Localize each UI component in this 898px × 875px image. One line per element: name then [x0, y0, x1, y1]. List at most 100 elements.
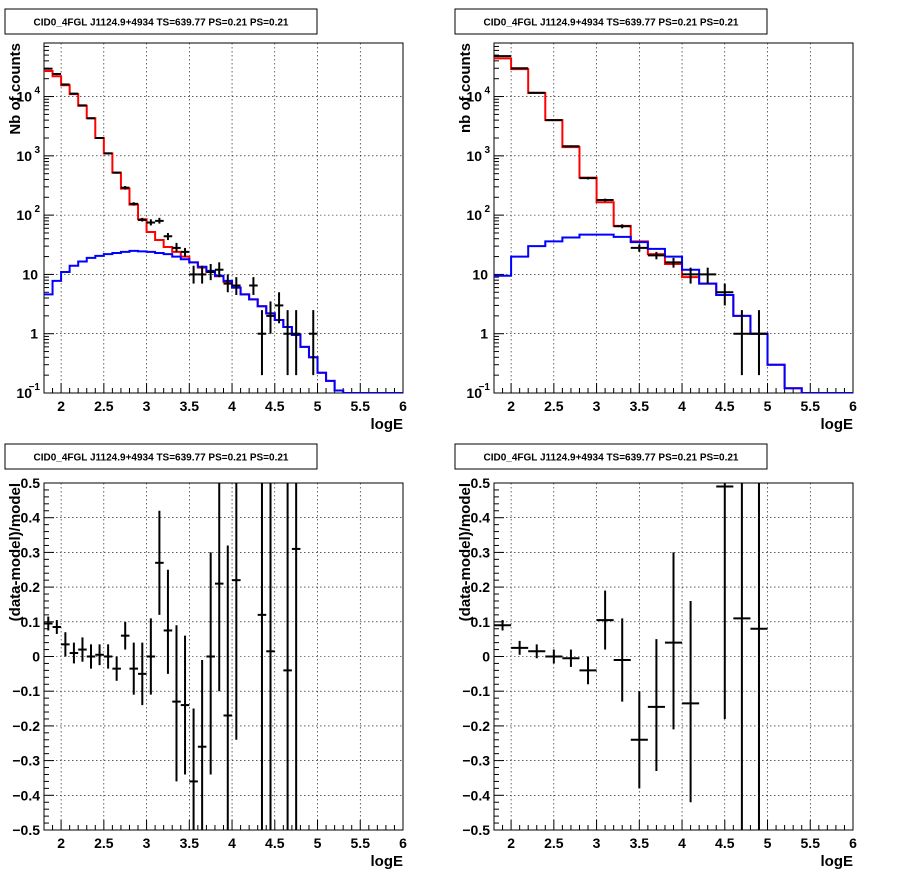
data-point — [630, 244, 648, 252]
x-tick-label: 3 — [143, 398, 151, 414]
data-point — [189, 265, 198, 284]
data-layer — [44, 67, 403, 393]
data-point — [613, 224, 631, 229]
data-point — [750, 310, 768, 376]
y-tick-label: 0.4 — [21, 510, 41, 526]
data-point — [120, 621, 130, 650]
y-tick-label: 0.2 — [471, 579, 491, 595]
x-tick-label: 5.5 — [351, 835, 371, 851]
x-tick-label: 5 — [764, 398, 772, 414]
title-box — [4, 443, 318, 470]
data-point — [69, 642, 79, 664]
data-point — [232, 483, 241, 740]
x-axis-title: logE — [371, 853, 404, 870]
data-point — [682, 267, 700, 284]
y-tick-label: 0 — [482, 649, 490, 665]
data-point — [138, 642, 147, 706]
y-tick-exponent: 4 — [34, 86, 40, 97]
y-tick-exponent: −1 — [479, 382, 491, 393]
x-tick-label: 5 — [764, 835, 772, 851]
data-point — [206, 263, 215, 281]
data-point — [138, 217, 147, 222]
chart-title: CID0_4FGL J1124.9+4934 TS=639.77 PS=0.21… — [483, 453, 738, 464]
data-point — [146, 219, 156, 226]
plot-frame — [493, 42, 854, 394]
x-tick-label: 6 — [849, 835, 857, 851]
data-point — [103, 644, 113, 669]
data-point — [545, 649, 563, 664]
data-point — [511, 67, 529, 70]
plot-frame — [43, 42, 404, 394]
x-tick-label: 5.5 — [351, 398, 371, 414]
y-tick-label: 10 — [22, 266, 38, 282]
title-box — [454, 8, 768, 35]
data-point — [682, 600, 700, 803]
x-axis-title: logE — [821, 416, 854, 433]
x-tick-label: 3.5 — [180, 835, 200, 851]
data-point — [206, 552, 215, 775]
data-point — [163, 232, 173, 241]
data-point — [274, 292, 284, 324]
data-point — [223, 545, 233, 830]
x-tick-label: 4 — [678, 835, 686, 851]
y-tick-label: 0.1 — [471, 614, 491, 630]
x-tick-label: 4.5 — [715, 398, 735, 414]
data-point — [172, 242, 181, 252]
data-point — [172, 625, 181, 782]
x-tick-label: 5.5 — [801, 835, 821, 851]
data-point — [647, 251, 665, 260]
data-point — [78, 637, 87, 662]
data-point — [61, 632, 70, 657]
y-tick-label: 10 — [16, 385, 32, 401]
data-point — [78, 104, 87, 107]
x-tick-label: 5 — [314, 398, 322, 414]
y-tick-label: 0.2 — [21, 579, 41, 595]
data-point — [197, 265, 207, 284]
y-tick-label: 10 — [466, 89, 482, 105]
data-point — [545, 119, 563, 122]
chart-title: CID0_4FGL J1124.9+4934 TS=639.77 PS=0.21… — [483, 18, 738, 29]
data-point — [120, 185, 130, 190]
x-axis-title: logE — [821, 853, 854, 870]
x-tick-label: 4 — [228, 835, 236, 851]
x-tick-label: 2.5 — [94, 835, 114, 851]
data-point — [214, 483, 224, 692]
y-tick-label: −0.1 — [12, 683, 40, 699]
x-tick-label: 6 — [849, 398, 857, 414]
y-tick-label: 1 — [30, 326, 38, 342]
y-tick-label: −0.2 — [12, 718, 40, 734]
x-tick-label: 3.5 — [180, 398, 200, 414]
data-point — [308, 310, 318, 376]
data-point — [197, 659, 207, 830]
y-axis-title: nb of counts — [457, 43, 474, 133]
y-tick-label: 10 — [472, 266, 488, 282]
data-point — [52, 72, 62, 76]
x-tick-label: 3.5 — [630, 835, 650, 851]
data-point — [223, 274, 233, 293]
data-point — [61, 83, 70, 86]
data-point — [291, 483, 301, 830]
x-tick-label: 2 — [57, 398, 65, 414]
y-tick-label: 10 — [16, 207, 32, 223]
data-point — [257, 310, 267, 376]
data-point — [283, 310, 292, 376]
x-tick-label: 3 — [143, 835, 151, 851]
y-tick-label: −0.3 — [12, 753, 40, 769]
y-tick-label: 0.1 — [21, 614, 41, 630]
data-point — [180, 635, 190, 775]
x-tick-label: 3 — [593, 398, 601, 414]
x-tick-label: 5.5 — [801, 398, 821, 414]
data-point — [716, 283, 734, 306]
y-tick-label: −0.5 — [12, 822, 40, 838]
y-tick-label: −0.1 — [462, 683, 490, 699]
data-layer — [44, 483, 301, 830]
data-point — [579, 656, 597, 685]
x-tick-label: 6 — [399, 835, 407, 851]
data-point — [750, 483, 768, 830]
x-tick-label: 4.5 — [715, 835, 735, 851]
data-point — [266, 301, 275, 334]
x-tick-label: 4.5 — [265, 835, 285, 851]
y-tick-label: −0.4 — [12, 787, 40, 803]
data-layer — [494, 55, 853, 393]
